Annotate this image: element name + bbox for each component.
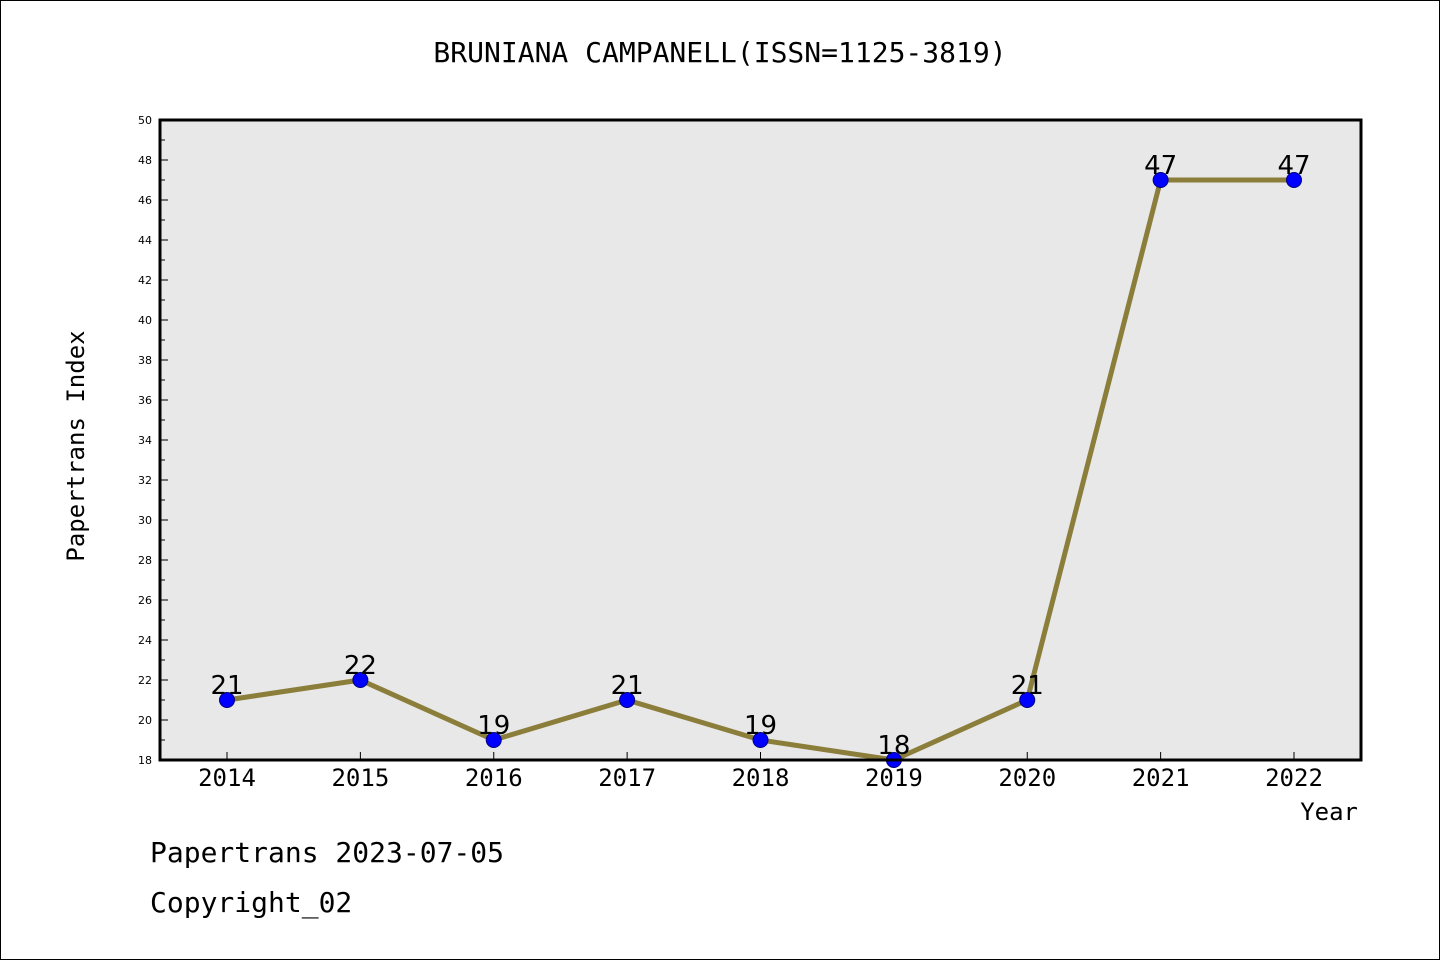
x-tick-label: 2018 [732, 764, 790, 792]
y-tick-label: 28 [138, 554, 152, 567]
data-label: 22 [344, 651, 377, 681]
x-tick-label: 2022 [1265, 764, 1323, 792]
y-tick-label: 50 [138, 114, 152, 127]
x-tick-label: 2021 [1132, 764, 1190, 792]
data-label: 19 [744, 711, 777, 741]
y-tick-label: 40 [138, 314, 152, 327]
y-tick-label: 22 [138, 674, 152, 687]
y-tick-label: 30 [138, 514, 152, 527]
x-tick-label: 2019 [865, 764, 923, 792]
y-tick-label: 20 [138, 714, 152, 727]
chart-title: BRUNIANA CAMPANELL(ISSN=1125-3819) [433, 36, 1007, 69]
y-tick-label: 42 [138, 274, 152, 287]
x-tick-label: 2016 [465, 764, 523, 792]
data-label: 21 [1011, 671, 1044, 701]
plot-border [158, 118, 1363, 762]
data-point-marker [352, 672, 369, 688]
x-tick-label: 2017 [598, 764, 656, 792]
data-label: 21 [210, 671, 243, 701]
series-layer: 21 22 19 21 19 18 21 47 47 [210, 151, 1311, 768]
data-label: 21 [611, 671, 644, 701]
x-tick-label: 2014 [198, 764, 256, 792]
y-tick-label: 38 [138, 354, 152, 367]
y-tick-label: 36 [138, 394, 152, 407]
y-tick-label: 46 [138, 194, 152, 207]
data-point-marker [752, 732, 769, 748]
y-tick-label: 18 [138, 754, 152, 767]
x-axis-label: Year [1300, 798, 1358, 826]
y-tick-label: 26 [138, 594, 152, 607]
footer-copyright: Copyright_02 [150, 886, 353, 919]
y-tick-label: 34 [138, 434, 152, 447]
footer-date: Papertrans 2023-07-05 [150, 836, 505, 869]
y-tick-label: 48 [138, 154, 152, 167]
plot-area [160, 120, 1361, 760]
data-point-marker [219, 692, 235, 708]
data-point-marker [1152, 172, 1169, 188]
y-tick-label: 44 [138, 234, 152, 247]
data-label: 47 [1277, 151, 1310, 181]
y-tick-label: 32 [138, 474, 152, 487]
data-point-marker [619, 692, 636, 708]
data-point-marker [1019, 692, 1036, 708]
data-label: 47 [1144, 151, 1177, 181]
data-point-marker [485, 732, 502, 748]
x-tick-label: 2015 [331, 764, 389, 792]
data-point-marker [1286, 172, 1302, 188]
data-label: 18 [877, 731, 910, 761]
y-axis-label: Papertrans Index [62, 330, 90, 561]
y-tick-label: 24 [138, 634, 152, 647]
x-tick-label: 2020 [998, 764, 1056, 792]
data-label: 19 [477, 711, 510, 741]
x-axis-ticks: 2014 2015 2016 2017 2018 2019 2020 2021 2022 [198, 752, 1323, 792]
